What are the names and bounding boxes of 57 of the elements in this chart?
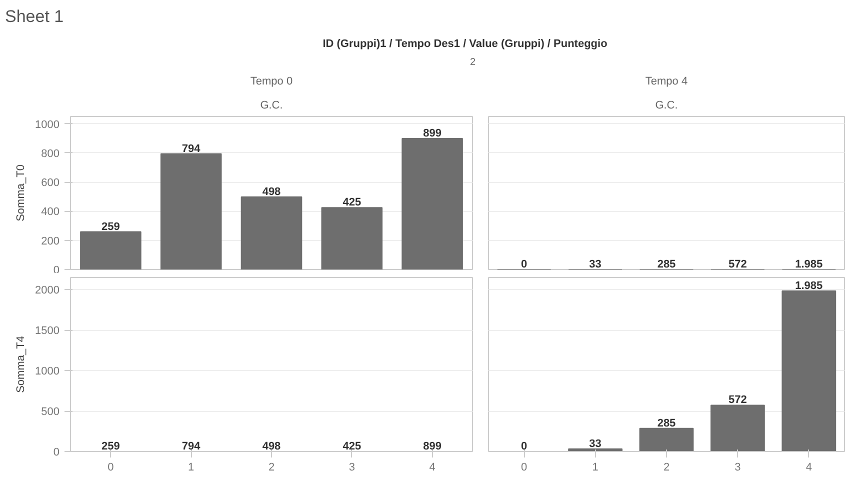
- annotation: 285: [657, 258, 676, 270]
- x-tick-label: 0: [108, 462, 114, 474]
- annotation: 259: [102, 220, 120, 233]
- y-tick-label: 0: [53, 446, 60, 458]
- y-tick-label: 800: [41, 148, 60, 160]
- data-label: 899: [423, 440, 442, 452]
- data-label: 0: [521, 440, 528, 452]
- x-tick-label: 1: [592, 462, 598, 474]
- y-tick-label: 400: [41, 206, 60, 218]
- data-label: 572: [728, 394, 747, 406]
- x-tick-label: 4: [806, 462, 812, 474]
- bar: [321, 207, 383, 270]
- bar: [710, 404, 765, 452]
- data-label: 1.985: [795, 280, 823, 292]
- bar: [80, 231, 142, 270]
- text: ID (Gruppi)1 / Tempo Des1 / Value (Gruppi) / Punteggio: [322, 37, 608, 52]
- y-tick-label: 1500: [35, 325, 60, 338]
- annotation: 425: [342, 196, 362, 209]
- bar: [782, 290, 836, 452]
- y-axis-title: Somma_T0: [15, 164, 28, 222]
- x-tick-label: 2: [663, 462, 670, 474]
- y-tick-label: 1000: [35, 366, 60, 378]
- x-tick-label: 3: [348, 462, 355, 474]
- y-tick-label: 600: [41, 177, 60, 190]
- annotation: 794: [182, 142, 202, 155]
- annotation: 498: [262, 186, 281, 198]
- chart-title: Tempo 0: [250, 76, 293, 88]
- y-tick-label: 500: [41, 406, 60, 418]
- bar: [639, 428, 694, 452]
- bar: [160, 153, 222, 270]
- x-tick-label: 2: [268, 462, 275, 474]
- annotation: 0: [521, 258, 528, 270]
- y-tick-label: 2000: [35, 284, 60, 297]
- annotation: 1.985: [795, 258, 823, 270]
- x-tick-label: 3: [734, 462, 741, 474]
- x-tick-label: 1: [188, 462, 194, 474]
- y-tick-label: 1000: [35, 118, 60, 131]
- data-label: 498: [262, 440, 281, 452]
- y-tick-label: 200: [41, 235, 60, 248]
- bar: [240, 196, 302, 270]
- data-label: 425: [342, 440, 362, 452]
- data-label: 33: [589, 438, 602, 450]
- bar: [402, 138, 463, 270]
- text: Sheet 1: [5, 6, 64, 28]
- chart-subtitle: G.C.: [655, 100, 678, 112]
- y-axis-title: Somma_T4: [15, 336, 28, 393]
- data-label: 794: [182, 440, 202, 452]
- chart-subtitle: G.C.: [260, 100, 283, 112]
- x-tick-label: 4: [429, 462, 436, 474]
- annotation: 33: [589, 258, 602, 270]
- annotation: 572: [728, 258, 747, 270]
- data-label: 285: [657, 417, 676, 430]
- x-tick-label: 0: [521, 462, 528, 474]
- text: 2: [470, 56, 476, 70]
- chart-title: Tempo 4: [645, 76, 688, 88]
- data-label: 259: [102, 440, 120, 452]
- annotation: 899: [423, 128, 442, 140]
